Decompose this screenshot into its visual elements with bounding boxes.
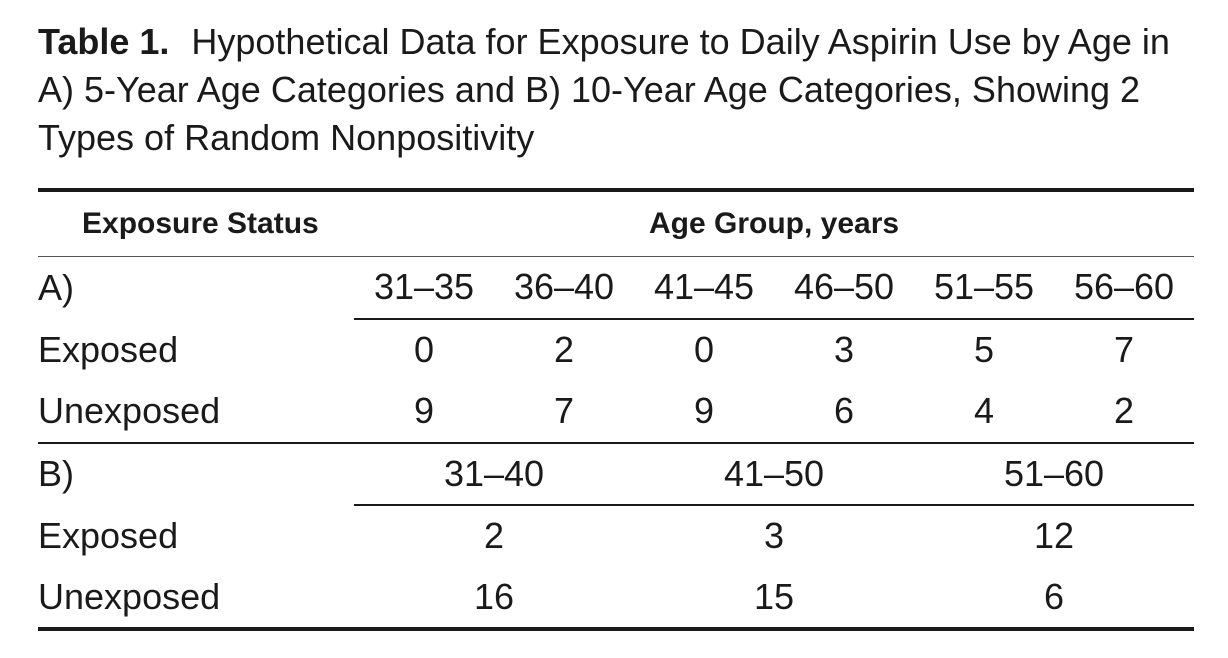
table-row: Unexposed 16 15 6 — [38, 566, 1195, 631]
age-group-cell: 51–60 — [914, 441, 1195, 506]
age-group-cell: 31–40 — [354, 441, 634, 506]
age-group-cell: 51–55 — [914, 256, 1054, 320]
header-row: Exposure Status Age Group, years — [38, 188, 1195, 257]
value-cell: 15 — [634, 566, 914, 631]
value-cell: 2 — [1114, 390, 1135, 431]
value-cell: 6 — [914, 566, 1195, 631]
data-table: Exposure Status Age Group, years A) 31–3… — [38, 188, 1195, 631]
age-group-cell: 56–60 — [1054, 256, 1195, 320]
value-cell: 12 — [1034, 515, 1075, 556]
value-cell: 7 — [553, 390, 575, 431]
table-caption: Table 1. Hypothetical Data for Exposure t… — [38, 18, 1198, 162]
value-cell: 0 — [413, 329, 435, 370]
row-label: Exposed — [38, 328, 179, 370]
table-title: Hypothetical Data for Exposure to Daily … — [38, 21, 1170, 158]
value-cell: 4 — [973, 390, 995, 431]
value-cell: 9 — [413, 390, 435, 431]
section-a-label: A) — [38, 266, 74, 308]
section-b-label: B) — [38, 441, 354, 505]
section-b-header-row: B) 31–40 41–50 51–60 — [38, 441, 1195, 506]
age-group-cell: 41–50 — [634, 441, 914, 506]
section-a-header-row: A) 31–35 36–40 41–45 46–50 51–55 56–60 — [38, 256, 1195, 320]
age-group-cell: 41–45 — [634, 256, 774, 320]
row-label: Exposed — [38, 514, 179, 556]
row-label: Unexposed — [38, 566, 354, 631]
exposure-status-header: Exposure Status — [38, 188, 354, 257]
table-label: Table 1. — [38, 21, 170, 62]
value-cell: 0 — [693, 329, 715, 370]
table-row: Exposed 2 3 12 — [38, 505, 1194, 567]
age-group-cell: 31–35 — [354, 256, 494, 320]
value-cell: 3 — [763, 515, 785, 556]
value-cell: 5 — [973, 329, 995, 370]
value-cell: 2 — [483, 515, 505, 556]
table-row: Unexposed 9 7 9 6 4 2 — [38, 381, 1194, 443]
value-cell: 2 — [553, 329, 575, 370]
value-cell: 6 — [833, 390, 855, 431]
value-cell: 16 — [354, 566, 634, 631]
value-cell: 7 — [1114, 329, 1135, 370]
value-cell: 3 — [833, 329, 855, 370]
table-row: Exposed 0 2 0 3 5 7 — [38, 319, 1194, 381]
age-group-header: Age Group, years — [354, 188, 1195, 257]
age-group-cell: 46–50 — [774, 256, 914, 320]
value-cell: 9 — [693, 390, 715, 431]
age-group-cell: 36–40 — [494, 256, 634, 320]
row-label: Unexposed — [38, 390, 221, 431]
